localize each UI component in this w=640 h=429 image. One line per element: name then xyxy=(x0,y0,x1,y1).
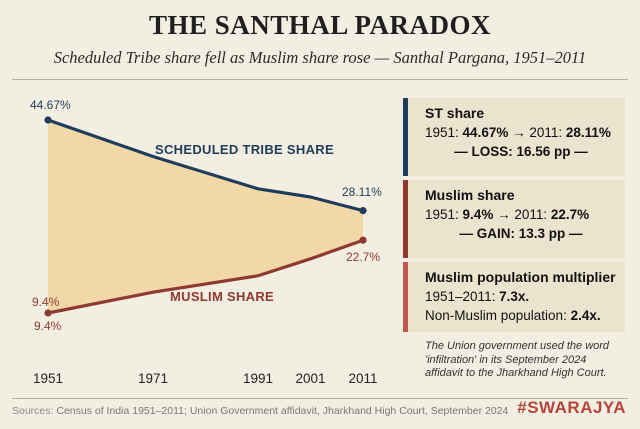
muslim-panel-title: Muslim share xyxy=(425,187,515,203)
x-tick-1951: 1951 xyxy=(33,371,63,386)
muslim-panel-change: 1951: 9.4% → 2011: 22.7% xyxy=(425,207,590,222)
muslim-start-label-b: 9.4% xyxy=(34,319,62,333)
muslim-1951-value: 9.4% xyxy=(462,207,494,222)
muslim-point-2011 xyxy=(359,236,367,244)
muslim-share-panel: Muslim share 1951: 9.4% → 2011: 22.7% — … xyxy=(403,180,625,258)
st-panel-change: 1951: 44.67% → 2011: 28.11% xyxy=(425,125,611,140)
affidavit-note: The Union government used the word 'infi… xyxy=(425,340,610,379)
x-tick-1991: 1991 xyxy=(243,371,273,386)
multiplier-line-2: Non-Muslim population: 2.4x. xyxy=(425,308,601,323)
st-series-label: SCHEDULED TRIBE SHARE xyxy=(155,142,334,157)
source-line: Sources: Census of India 1951–2011; Unio… xyxy=(12,405,508,417)
muslim-series-line xyxy=(47,238,364,315)
brand-logo: #SWARAJYA xyxy=(517,398,626,417)
multiplier-panel-title: Muslim population multiplier xyxy=(425,269,616,285)
st-point-2011 xyxy=(359,207,367,215)
st-start-label: 44.67% xyxy=(30,98,71,112)
x-tick-1971: 1971 xyxy=(138,371,168,386)
st-loss-summary: — LOSS: 16.56 pp — xyxy=(454,144,588,159)
muslim-end-label: 22.7% xyxy=(346,250,380,264)
multiplier-panel-accent xyxy=(403,262,408,332)
source-label: Sources: xyxy=(12,405,57,417)
st-panel-accent xyxy=(403,98,408,176)
source-text: Census of India 1951–2011; Union Governm… xyxy=(56,405,509,417)
page-subtitle: Scheduled Tribe share fell as Muslim sha… xyxy=(53,48,587,67)
muslim-start-label-a: 9.4% xyxy=(32,295,60,309)
muslim-gain-summary: — GAIN: 13.3 pp — xyxy=(459,226,583,241)
page-title: THE SANTHAL PARADOX xyxy=(148,10,492,40)
x-tick-2011: 2011 xyxy=(348,371,377,386)
chart-area: 44.67% 28.11% 9.4% 9.4% 22.7% SCHEDULED TRIBE… xyxy=(30,98,382,386)
st-share-panel: ST share 1951: 44.67% → 2011: 28.11% — L… xyxy=(403,98,625,176)
st-point-1951 xyxy=(44,116,52,124)
muslim-point-1951 xyxy=(44,309,52,317)
top-divider xyxy=(12,79,628,80)
st-2011-value: 28.11% xyxy=(565,125,611,140)
muslim-panel-accent xyxy=(403,180,408,258)
fill-between-area xyxy=(48,120,363,313)
st-1951-value: 44.67% xyxy=(462,125,509,140)
multiplier-line-1: 1951–2011: 7.3x. xyxy=(425,289,530,304)
muslim-multiplier-value: 7.3x. xyxy=(499,289,530,304)
st-series-line xyxy=(47,118,364,213)
x-tick-2001: 2001 xyxy=(295,371,325,386)
non-muslim-multiplier-value: 2.4x. xyxy=(570,308,601,323)
muslim-2011-value: 22.7% xyxy=(550,207,590,222)
muslim-series-label: MUSLIM SHARE xyxy=(170,289,274,304)
st-end-label: 28.11% xyxy=(342,185,382,199)
bottom-divider xyxy=(12,398,628,399)
st-panel-title: ST share xyxy=(425,105,485,121)
multiplier-panel: Muslim population multiplier 1951–2011: … xyxy=(403,262,625,332)
